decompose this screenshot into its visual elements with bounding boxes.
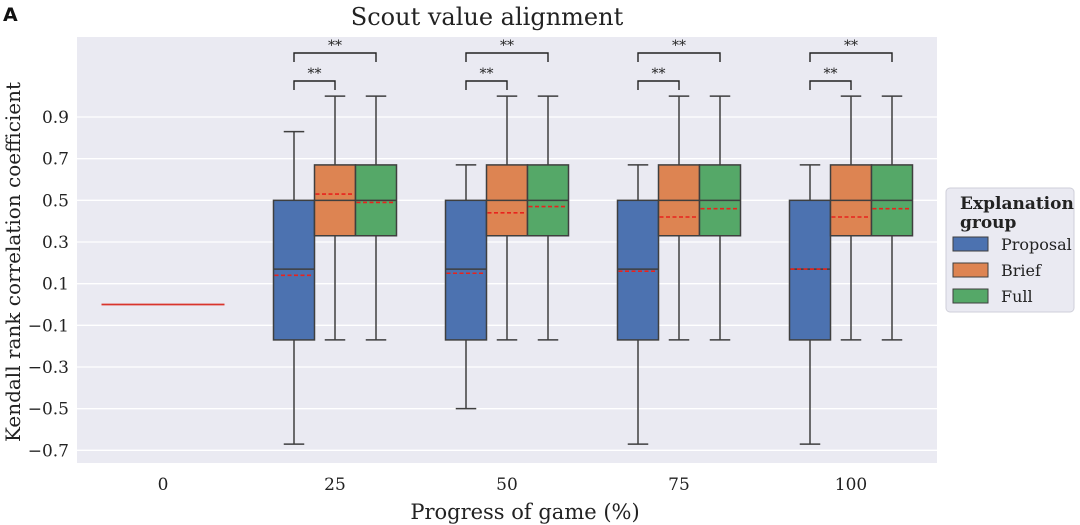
legend-swatch: [952, 236, 989, 252]
x-tick-label: 75: [668, 475, 690, 495]
significance-label: **: [824, 66, 838, 82]
x-axis-label: Progress of game (%): [410, 500, 639, 524]
bracket-line: [637, 52, 721, 62]
bracket-line: [809, 80, 852, 90]
bracket-line: [293, 52, 377, 62]
legend-title: Explanation: [960, 194, 1074, 214]
significance-label: **: [500, 38, 514, 54]
x-tick-label: 0: [158, 475, 169, 495]
y-tick-label: −0.7: [28, 441, 69, 461]
x-tick-label: 100: [835, 475, 867, 495]
significance-bracket: **: [809, 38, 893, 62]
boxes: [101, 95, 914, 445]
significance-label: **: [652, 66, 666, 82]
significance-bracket: **: [293, 38, 377, 62]
panel-label: A: [3, 4, 18, 26]
y-tick-label: 0.1: [42, 275, 69, 295]
y-tick-label: 0.7: [42, 150, 69, 170]
legend-title: group: [960, 213, 1017, 233]
significance-label: **: [308, 66, 322, 82]
y-tick-label: −0.1: [28, 316, 69, 336]
significance-label: **: [672, 38, 686, 54]
box-proposal-50: [444, 164, 488, 410]
box-proposal-100: [788, 164, 832, 445]
legend-frame: [945, 187, 1075, 313]
significance-bracket: **: [637, 38, 721, 62]
box-brief-25: [313, 95, 357, 341]
iqr-box: [444, 199, 488, 341]
bracket-line: [637, 80, 680, 90]
legend-label: Full: [1001, 287, 1033, 306]
y-tick-label: 0.5: [42, 191, 69, 211]
y-tick-label: −0.3: [28, 358, 69, 378]
box-brief-50: [485, 95, 529, 341]
legend-label: Proposal: [1001, 235, 1072, 254]
box-proposal-25: [272, 130, 316, 445]
y-axis-label: Kendall rank correlation coefficient: [1, 82, 25, 442]
y-tick-labels: 0.9 0.7 0.5 0.3 0.1 −0.1 −0.3 −0.5 −0.7: [28, 108, 69, 461]
box-full-50: [526, 95, 570, 341]
chart-title: Scout value alignment: [351, 3, 624, 31]
bracket-line: [465, 52, 549, 62]
significance-bracket: **: [637, 66, 680, 90]
y-tick-label: −0.5: [28, 400, 69, 420]
iqr-box: [272, 199, 316, 341]
bracket-line: [465, 80, 508, 90]
box-full-75: [698, 95, 742, 341]
legend-label: Brief: [1001, 261, 1042, 280]
significance-brackets: ** ** ** ** ** ** ** **: [293, 38, 893, 90]
significance-label: **: [844, 38, 858, 54]
box-brief-75: [657, 95, 701, 341]
significance-label: **: [328, 38, 342, 54]
significance-bracket: **: [465, 38, 549, 62]
y-tick-label: 0.9: [42, 108, 69, 128]
y-tick-label: 0.3: [42, 233, 69, 253]
box-full-100: [870, 95, 914, 341]
significance-label: **: [480, 66, 494, 82]
significance-bracket: **: [465, 66, 508, 90]
x-tick-label: 25: [324, 475, 346, 495]
significance-bracket: **: [809, 66, 852, 90]
box-full-25: [354, 95, 398, 341]
bracket-line: [809, 52, 893, 62]
iqr-box: [788, 199, 832, 341]
legend-swatch: [952, 288, 989, 304]
x-tick-label: 50: [496, 475, 518, 495]
significance-bracket: **: [293, 66, 336, 90]
iqr-box: [616, 199, 660, 341]
legend-swatch: [952, 262, 989, 278]
bracket-line: [293, 80, 336, 90]
x-tick-labels: 0 25 50 75 100: [158, 475, 868, 495]
box-proposal-75: [616, 164, 660, 445]
